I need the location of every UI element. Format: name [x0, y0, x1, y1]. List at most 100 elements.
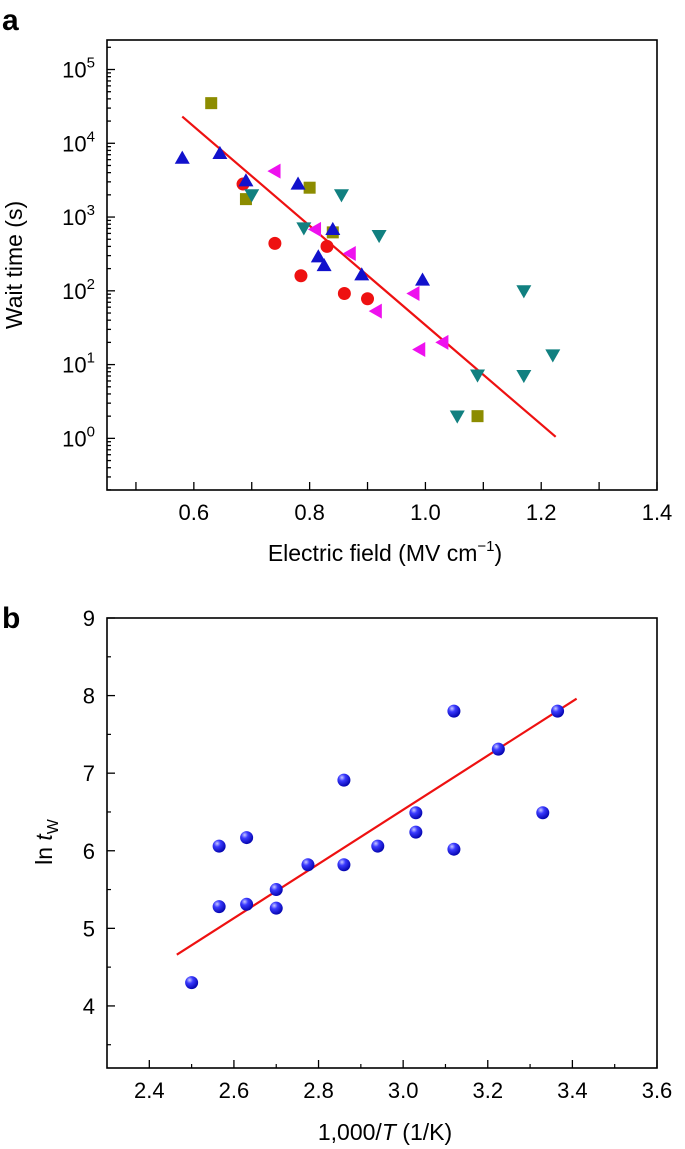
panel-a-circle-point: [268, 236, 282, 250]
panel-a-x-axis: 0.6 0.8 1.0 1.2 1.4: [135, 482, 673, 525]
panel-a-fit-line: [181, 115, 557, 438]
panel-a-circle-point: [320, 239, 334, 253]
panel-a-circle-point: [337, 286, 351, 300]
panel-a-triangle-down-point: [516, 285, 532, 299]
panel-b-sphere-point: [536, 806, 550, 820]
panel-b-y-axis-title-italic: t: [31, 833, 57, 841]
panel-b-sphere-point: [409, 825, 423, 839]
panel-a-triangle-down-point: [244, 189, 260, 203]
panel-a-triangle-left-point: [267, 163, 281, 179]
panel-b-sphere-point: [212, 839, 226, 853]
panel-b-sphere-point: [371, 839, 385, 853]
panel-b-sphere-point: [212, 900, 226, 914]
panel-a-x-axis-title-suffix: ): [495, 540, 503, 566]
panel-b-x-tick-label: 3.0: [388, 1078, 419, 1103]
panel-b-sphere-point: [409, 806, 423, 820]
panel-a-triangle-up-point: [325, 221, 341, 236]
panel-b-x-tick-label: 3.2: [472, 1078, 503, 1103]
panel-a-x-axis-title: Electric field (MV cm−1): [268, 538, 502, 566]
panel-b-x-tick-label: 2.6: [219, 1078, 250, 1103]
panel-a-triangle-down-point: [296, 222, 312, 236]
panel-b-letter: b: [2, 602, 20, 635]
panel-a-circle-point: [361, 292, 375, 306]
panel-a-y-tick-label: 101: [62, 350, 95, 378]
panel-b-sphere-point: [337, 858, 351, 872]
panel-b-sphere-point: [240, 831, 254, 845]
panel-a-triangle-left-point: [342, 246, 356, 262]
panel-a-triangle-up-point: [354, 267, 370, 281]
panel-a-triangle-left-point: [412, 342, 426, 358]
panel-a-triangle-down-point: [516, 369, 532, 384]
panel-a-y-tick-exponent: 5: [87, 55, 95, 72]
panel-b-y-tick-label: 4: [83, 994, 95, 1019]
panel-a-x-tick-label: 1.2: [526, 500, 557, 525]
panel-a-x-axis-title-sup: −1: [477, 538, 494, 555]
panel-a-y-tick-exponent: 3: [87, 202, 95, 219]
panel-a-y-tick-base: 10: [62, 426, 86, 451]
panel-a-triangle-up-point: [290, 176, 306, 190]
panel-b-sphere-point: [551, 704, 565, 718]
panel-a-square-point: [303, 181, 316, 194]
panel-b-x-tick-label: 3.4: [557, 1078, 588, 1103]
panel-b-sphere-point: [491, 742, 505, 756]
panel-b-sphere-point: [269, 901, 283, 915]
panel-a-x-axis-title-main: Electric field (MV cm: [268, 540, 478, 566]
panel-a-triangle-up-point: [415, 272, 431, 286]
panel-a-y-tick-exponent: 0: [87, 423, 95, 440]
panel-b-x-tick-label: 2.4: [134, 1078, 165, 1103]
panel-a-triangle-up-point: [212, 145, 228, 159]
panel-b-fit-line: [176, 697, 578, 956]
panel-a-x-tick-label: 1.4: [642, 500, 673, 525]
panel-a-triangle-up-point: [316, 258, 332, 272]
panel-a-y-tick-exponent: 4: [87, 128, 95, 145]
panel-a-y-tick-base: 10: [62, 353, 86, 378]
panel-b-sphere-point: [269, 883, 283, 897]
panel-a-triangle-up-point: [310, 249, 326, 263]
panel-a-triangle-up-point: [174, 150, 190, 164]
panel-a-triangle-left-point: [406, 285, 420, 301]
panel-b-y-tick-label: 6: [83, 839, 95, 864]
panel-a-y-tick-label: 100: [62, 423, 95, 451]
panel-a-y-tick-label: 102: [62, 276, 95, 304]
panel-b-sphere-point: [185, 976, 199, 990]
panel-a-square-point: [205, 97, 218, 110]
panel-b-x-tick-label: 2.8: [303, 1078, 334, 1103]
panel-b-x-axis-title-suffix: (1/K): [396, 1119, 452, 1145]
panel-b-y-axis-title-sub: W: [45, 818, 62, 834]
panel-b-y-tick-label: 8: [83, 684, 95, 709]
panel-a-y-tick-base: 10: [62, 279, 86, 304]
panel-a-y-tick-label: 104: [62, 128, 95, 156]
panel-b-x-axis-title: 1,000/T (1/K): [318, 1119, 452, 1145]
panel-b-y-axis: 4 5 6 7 8 9: [83, 606, 115, 1046]
panel-a-square-point: [471, 410, 484, 423]
panel-b-x-axis-title-italic: T: [382, 1119, 398, 1145]
panel-b-x-axis-title-main: 1,000/: [318, 1119, 383, 1145]
panel-b-plot-frame: [106, 617, 658, 1069]
panel-b-y-tick-label: 7: [83, 761, 95, 786]
panel-a-letter: a: [2, 4, 19, 37]
panel-b-sphere-point: [337, 773, 351, 787]
panel-a-y-tick-exponent: 2: [87, 276, 95, 293]
panel-b-data-layer: [185, 704, 565, 990]
panel-a-data-layer: [174, 97, 561, 424]
panel-a-y-tick-label: 103: [62, 202, 95, 230]
panel-a-triangle-left-point: [307, 221, 322, 237]
panel-a-y-tick-base: 10: [62, 58, 86, 83]
panel-a-fit-layer: [181, 115, 557, 438]
panel-a-triangle-up-point: [238, 173, 254, 187]
panel-a-triangle-left-point: [435, 334, 449, 350]
panel-a-triangle-down-point: [371, 230, 387, 244]
panel-a-y-tick-base: 10: [62, 205, 86, 230]
panel-a-y-tick-exponent: 1: [87, 350, 95, 367]
panel-a-triangle-down-point: [470, 369, 486, 383]
panel-a-plot-frame: [106, 39, 658, 491]
panel-b-sphere-point: [447, 842, 461, 856]
panel-b-y-tick-label: 5: [83, 916, 95, 941]
panel-a-triangle-down-point: [449, 410, 465, 424]
panel-b-sphere-point: [301, 858, 315, 872]
panel-b-fit-layer: [176, 697, 578, 956]
panel-a-triangle-down-point: [333, 189, 349, 203]
